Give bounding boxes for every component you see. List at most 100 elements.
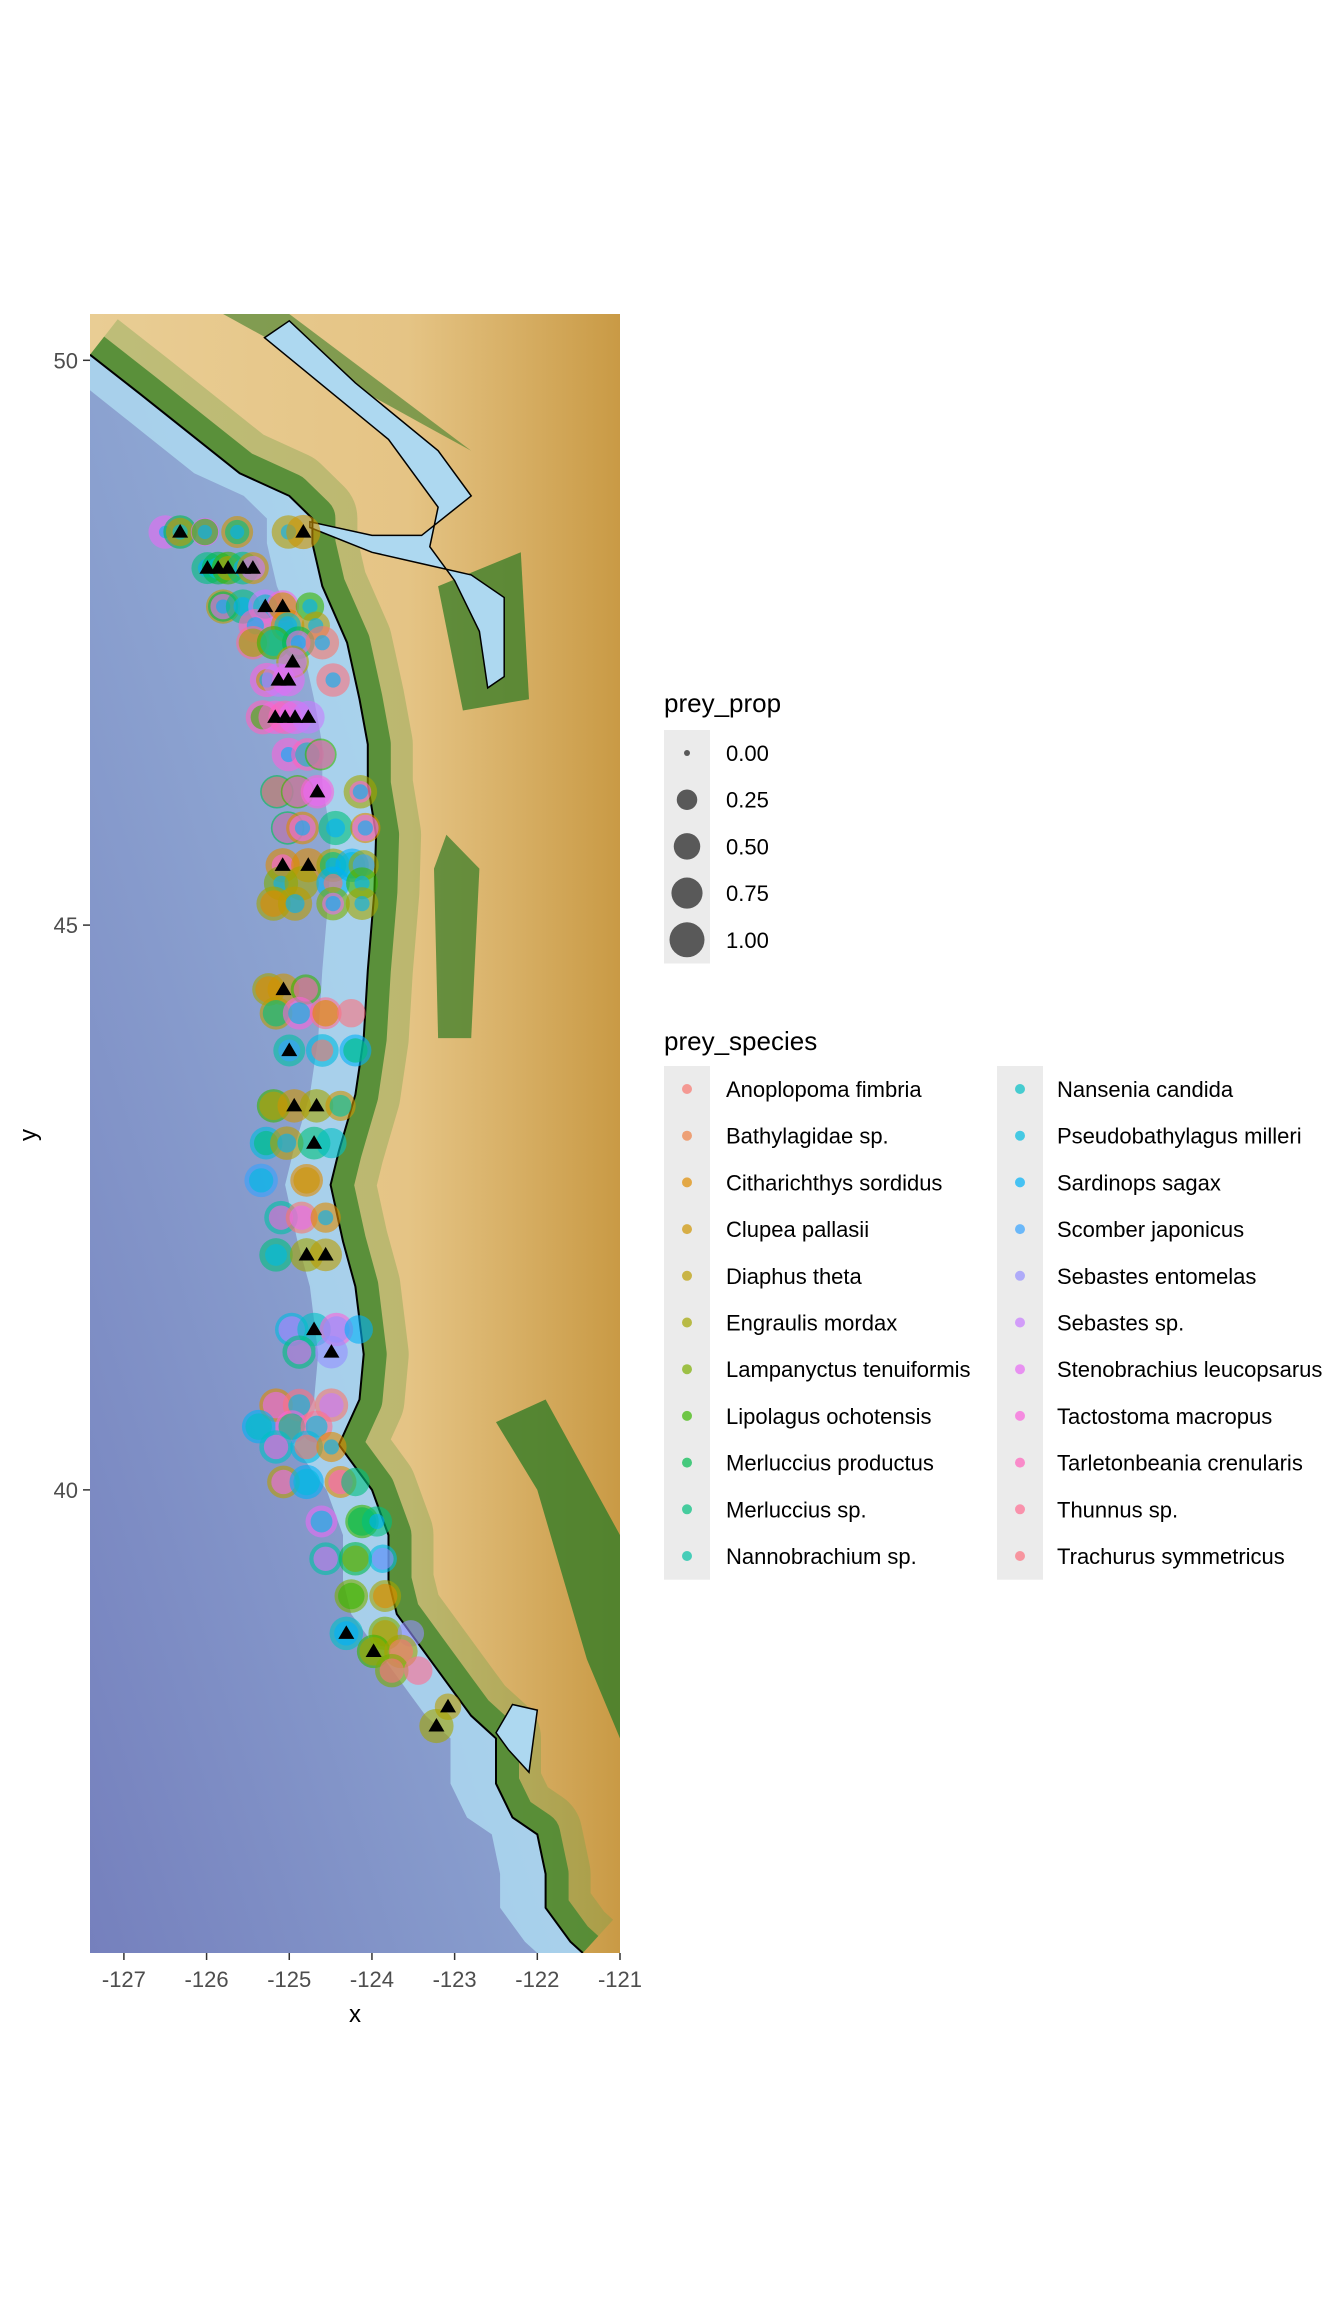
station — [318, 810, 353, 846]
x-axis-title: x — [349, 2001, 361, 2028]
color-legend-key — [1015, 1224, 1025, 1235]
station — [316, 886, 350, 921]
predator-triangle-marker — [275, 981, 292, 996]
color-legend-label: Tarletonbeania crenularis — [1057, 1451, 1303, 1476]
y-tick-label: 50 — [54, 348, 78, 373]
station — [290, 1164, 323, 1197]
color-legend-key — [682, 1317, 692, 1328]
prey-point — [342, 1545, 369, 1573]
color-legend-label: Citharichthys sordidus — [726, 1170, 942, 1195]
predator-triangle-marker — [286, 1097, 303, 1112]
predator-triangle-marker — [300, 709, 317, 723]
salish-sea — [263, 319, 505, 690]
predator-triangle-marker — [323, 1344, 340, 1358]
predator-triangle-marker — [298, 1246, 315, 1261]
station — [305, 1034, 339, 1067]
prey-point — [262, 1391, 290, 1419]
color-legend-key — [1015, 1410, 1025, 1421]
color-legend-key — [682, 1457, 692, 1468]
prey-point — [293, 977, 318, 1002]
size-legend-key — [669, 922, 705, 958]
size-legend-title: prey_prop — [664, 688, 781, 718]
color-legend-label: Diaphus theta — [726, 1264, 863, 1289]
predator-triangle-marker — [274, 857, 291, 871]
station — [334, 1579, 369, 1613]
prey-point — [323, 1439, 340, 1455]
station — [305, 1505, 338, 1538]
predator-triangle-marker — [280, 671, 297, 686]
color-legend-key — [682, 1551, 692, 1561]
predator-triangle-marker — [257, 598, 274, 613]
station — [290, 1430, 323, 1464]
prey-point — [325, 896, 341, 912]
prey-point — [289, 1205, 314, 1230]
central-valley — [496, 1399, 620, 1739]
prey-point — [311, 1039, 334, 1062]
willamette-valley — [434, 834, 480, 1039]
prey-point — [271, 1469, 296, 1495]
color-legend-key — [682, 1130, 692, 1141]
prey-point — [306, 740, 335, 769]
station — [286, 811, 319, 845]
coastline — [90, 353, 584, 1953]
size-legend-key — [684, 750, 690, 756]
predator-triangle-marker — [428, 1717, 445, 1732]
station — [404, 1656, 433, 1685]
color-legend-key — [1015, 1317, 1025, 1328]
station — [277, 886, 313, 921]
prey-point — [245, 1413, 272, 1440]
color-legend-key — [682, 1084, 692, 1094]
predator-triangle-marker — [309, 783, 326, 798]
color-legend-label: Tactostoma macropus — [1057, 1404, 1272, 1429]
color-legend-key — [1015, 1177, 1025, 1188]
color-legend-key — [682, 1364, 692, 1375]
prey-point — [277, 1133, 297, 1153]
station — [270, 1126, 304, 1160]
prey-point — [302, 598, 318, 615]
color-legend-key — [682, 1270, 692, 1281]
color-legend-label: Sardinops sagax — [1057, 1170, 1221, 1195]
station — [316, 1127, 347, 1159]
station — [309, 1542, 343, 1576]
station — [368, 1544, 397, 1574]
prey-point — [341, 1467, 370, 1497]
predator-triangle-marker — [172, 524, 189, 538]
color-legend-key — [1015, 1270, 1025, 1281]
prey-point — [357, 820, 373, 836]
size-legend-label: 0.75 — [726, 881, 769, 906]
x-tick-label: -122 — [515, 1967, 559, 1992]
station — [369, 1580, 402, 1613]
station — [341, 1467, 370, 1497]
predator-triangle-marker — [338, 1625, 355, 1639]
predator-triangle-marker — [306, 1321, 323, 1336]
color-legend-label: Lampanyctus tenuiformis — [726, 1357, 971, 1382]
prey-point — [285, 894, 305, 914]
size-legend-key — [673, 833, 701, 860]
prey-point — [343, 1038, 368, 1063]
prey-point — [248, 1168, 274, 1193]
station — [259, 1430, 293, 1464]
size-legend-label: 0.50 — [726, 834, 769, 859]
prey-point — [325, 672, 341, 688]
predator-triangle-marker — [281, 1042, 298, 1057]
color-legend-key — [682, 1177, 692, 1188]
x-tick-label: -127 — [102, 1967, 146, 1992]
prey-point — [294, 820, 311, 836]
color-legend-key — [1015, 1551, 1025, 1561]
prey-point — [354, 896, 370, 912]
station — [259, 1238, 293, 1272]
predator-triangle-marker — [440, 1698, 457, 1713]
station — [309, 997, 342, 1030]
prey-points — [148, 514, 462, 1744]
x-tick-label: -121 — [598, 1967, 642, 1992]
color-legend-key — [1015, 1504, 1025, 1515]
color-legend-label: Trachurus symmetricus — [1057, 1544, 1285, 1569]
prey-point — [287, 1339, 312, 1365]
color-legend-label: Clupea pallasii — [726, 1217, 869, 1242]
prey-point — [294, 1434, 319, 1460]
predator-triangle-marker — [244, 560, 261, 574]
color-legend-label: Lipolagus ochotensis — [726, 1404, 931, 1429]
prey-point — [337, 998, 366, 1028]
prey-point — [379, 1658, 404, 1683]
